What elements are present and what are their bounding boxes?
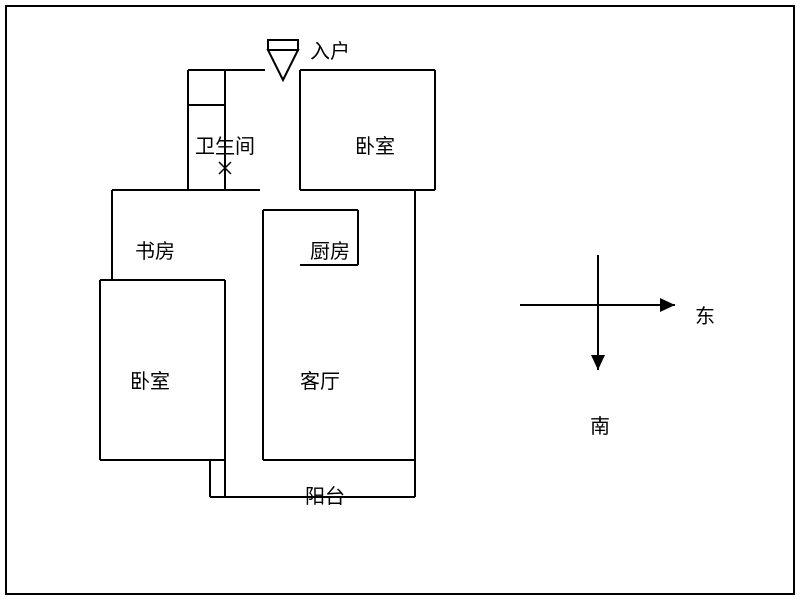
floorplan-canvas: 入户卫生间卧室书房厨房卧室客厅阳台东南 xyxy=(0,0,800,600)
label-east: 东 xyxy=(695,300,715,329)
label-bathroom: 卫生间 xyxy=(195,130,255,159)
floorplan-svg xyxy=(0,0,800,600)
label-entry: 入户 xyxy=(310,35,350,64)
label-bedroom_sw: 卧室 xyxy=(130,365,170,394)
label-living: 客厅 xyxy=(300,365,340,394)
label-south: 南 xyxy=(590,410,610,439)
label-kitchen: 厨房 xyxy=(310,235,350,264)
label-study: 书房 xyxy=(135,235,175,264)
label-bedroom_ne: 卧室 xyxy=(355,130,395,159)
label-balcony: 阳台 xyxy=(305,480,345,509)
